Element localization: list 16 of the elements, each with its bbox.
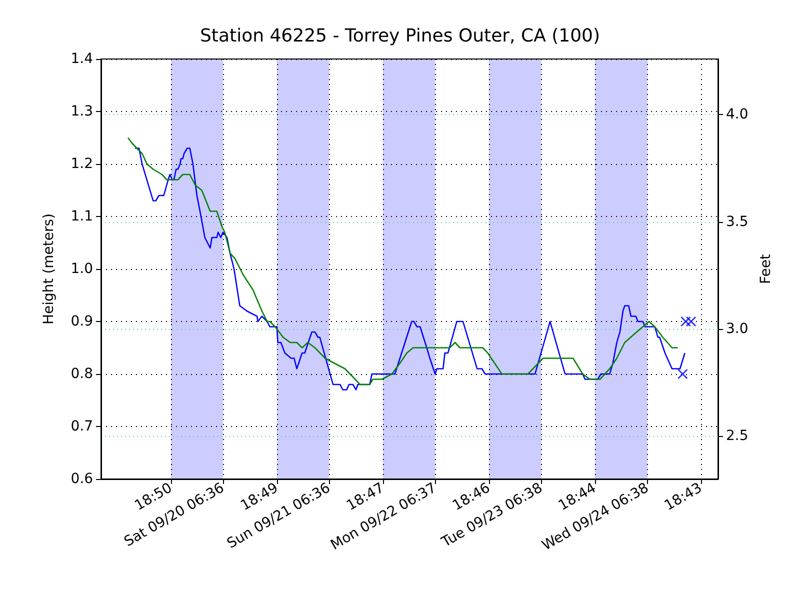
y2-tick-label: 4.0	[726, 106, 748, 123]
y2-tick-label: 3.5	[726, 214, 748, 230]
y-tick-label: 1.2	[70, 156, 93, 172]
y-tick-label: 0.6	[70, 471, 94, 487]
y2-tick-label: 3.0	[726, 321, 748, 337]
y-tick-label: 1.0	[70, 261, 93, 277]
y2-tick-label: 2.5	[726, 428, 748, 444]
y2-axis-title: Feet	[758, 253, 774, 284]
y-tick-label: 0.9	[70, 314, 93, 330]
y-axis-title: Height (meters)	[41, 213, 57, 325]
chart-title: Station 46225 - Torrey Pines Outer, CA (100)	[200, 26, 600, 46]
y-tick-label: 0.7	[70, 418, 93, 434]
y-tick-label: 1.1	[70, 208, 93, 224]
y-tick-label: 1.4	[70, 51, 94, 67]
y-tick-label: 0.8	[70, 366, 93, 382]
y-tick-label: 1.3	[70, 104, 93, 120]
